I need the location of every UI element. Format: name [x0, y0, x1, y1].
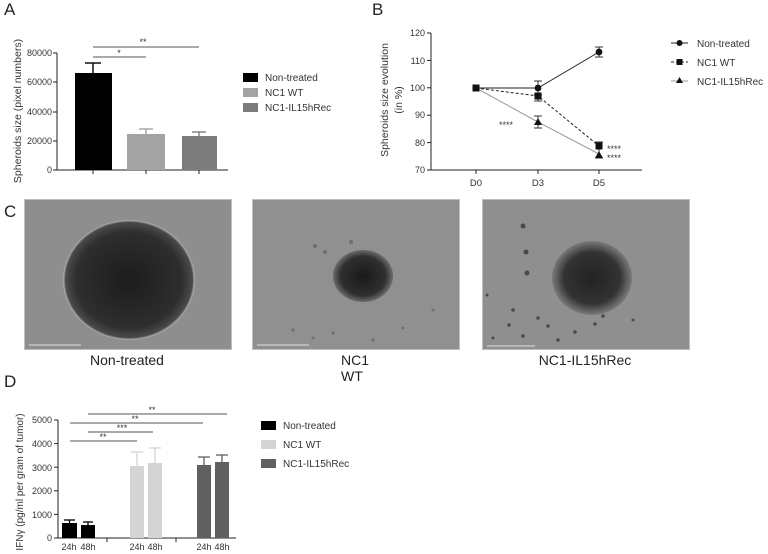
d-bar-nc1-wt-24h	[130, 466, 144, 538]
b-marker-triangle	[534, 118, 542, 125]
a-ytick-0: 0	[47, 165, 52, 175]
a-ytick-1: 20000	[27, 136, 52, 146]
b-marker-square	[472, 84, 480, 92]
d-sig-2: **	[131, 414, 139, 424]
d-bar-non-treated-24h	[62, 523, 77, 538]
d-bar-nc1-il15hrec-24h	[197, 465, 211, 538]
b-legend-nc1-il15hrec: NC1-IL15hRec	[697, 77, 763, 88]
d-bar-nc1-wt-48h	[148, 463, 162, 538]
d-sig-1: **	[148, 405, 156, 415]
b-legend-nc1-wt: NC1 WT	[697, 58, 735, 69]
d-bar-non-treated-48h	[81, 525, 95, 538]
a-legend-nc1-wt: NC1 WT	[265, 88, 303, 99]
b-ytick-70: 70	[415, 165, 425, 175]
b-sig-d3: ****	[499, 120, 514, 130]
d-sig-4: **	[99, 432, 107, 442]
micrograph-non-treated	[24, 199, 232, 350]
d-sig-3: ***	[117, 423, 128, 433]
chart-b-ylabel-2: (in %)	[393, 86, 405, 113]
chart-a-ylabel: Spheroids size (pixel numbers)	[12, 39, 24, 183]
micrograph-nc1-wt	[252, 199, 460, 350]
micrograph-caption-non-treated: Non-treated	[90, 352, 164, 368]
micrograph-caption-nc1: NC1	[340, 352, 369, 368]
d-ytick-3000: 3000	[32, 463, 52, 473]
a-bar-non-treated	[75, 73, 112, 170]
micrograph-caption-wt: WT	[340, 368, 363, 384]
chart-b-ylabel-1: Spheroids size evolution	[379, 43, 391, 157]
d-xtick-2: 48h	[80, 542, 95, 552]
panel-label-d: D	[4, 372, 17, 391]
d-legend-nc1-wt: NC1 WT	[283, 440, 321, 451]
d-ytick-1000: 1000	[32, 510, 52, 520]
a-legend-nc1-il15hrec: NC1-IL15hRec	[265, 103, 331, 114]
chart-d: IFNγ (pg/ml per gram of tumor) 0 1000 20…	[15, 405, 349, 552]
d-ytick-2000: 2000	[32, 486, 52, 496]
b-ytick-90: 90	[415, 110, 425, 120]
d-legend-nc1-il15hrec: NC1-IL15hRec	[283, 459, 349, 470]
b-ytick-80: 80	[415, 138, 425, 148]
micrograph-caption-nc1-wt: NC1 WT	[252, 352, 458, 384]
d-xtick-1: 24h	[61, 542, 76, 552]
b-ytick-100: 100	[410, 83, 425, 93]
b-ytick-110: 110	[411, 56, 425, 66]
d-ytick-5000: 5000	[32, 415, 52, 425]
d-xtick-3: 24h	[129, 542, 144, 552]
a-sig-single: *	[117, 48, 121, 58]
a-legend-non-treated: Non-treated	[265, 73, 318, 84]
a-ytick-2: 40000	[27, 107, 52, 117]
b-marker-circle	[595, 48, 603, 56]
d-xtick-5: 24h	[196, 542, 211, 552]
d-xtick-4: 48h	[147, 542, 162, 552]
a-bar-nc1-wt	[127, 134, 165, 170]
d-legend-non-treated: Non-treated	[283, 421, 336, 432]
b-marker-circle	[534, 84, 542, 92]
b-sig-d5-il15: ****	[607, 153, 622, 163]
chart-a: Spheroids size (pixel numbers) 0 20000 4…	[12, 37, 331, 183]
panel-label-b: B	[372, 0, 384, 19]
b-xtick-d3: D3	[532, 178, 544, 189]
b-xtick-d0: D0	[470, 178, 482, 189]
b-marker-triangle	[595, 151, 603, 158]
b-marker-square	[595, 142, 603, 150]
a-ytick-3: 60000	[27, 77, 52, 87]
b-ytick-120: 120	[410, 28, 425, 38]
b-legend-non-treated: Non-treated	[697, 39, 750, 50]
d-xtick-6: 48h	[214, 542, 229, 552]
chart-b: Spheroids size evolution (in %) 70 80 90…	[379, 28, 763, 189]
micrograph-nc1-il15hrec	[482, 199, 690, 350]
panel-label-a: A	[4, 0, 16, 19]
d-ytick-0: 0	[47, 533, 52, 543]
micrograph-caption-nc1-il15hrec: NC1-IL15hRec	[538, 352, 632, 368]
b-xtick-d5: D5	[593, 178, 605, 189]
a-ytick-4: 80000	[27, 48, 52, 58]
a-bar-nc1-il15hrec	[182, 136, 217, 170]
d-ytick-4000: 4000	[32, 439, 52, 449]
b-marker-square	[534, 92, 542, 100]
panel-label-c: C	[4, 202, 17, 221]
a-sig-double: **	[139, 37, 147, 47]
d-bar-nc1-il15hrec-48h	[215, 462, 229, 538]
chart-d-ylabel: IFNγ (pg/ml per gram of tumor)	[15, 413, 26, 550]
b-sig-d5-wt: ****	[607, 144, 622, 154]
